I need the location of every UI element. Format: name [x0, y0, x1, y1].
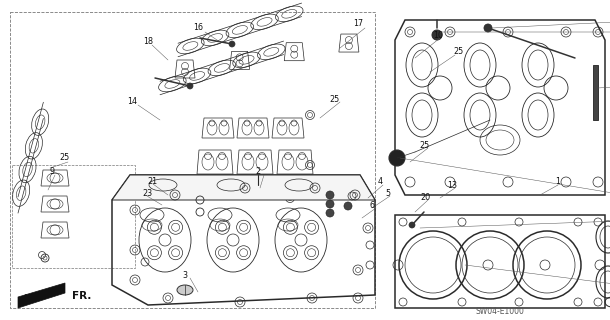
- Text: 23: 23: [142, 189, 152, 198]
- Circle shape: [326, 191, 334, 199]
- Text: 6: 6: [370, 202, 375, 211]
- Text: 9: 9: [49, 167, 54, 177]
- Circle shape: [229, 41, 235, 47]
- Text: 16: 16: [193, 23, 203, 33]
- Ellipse shape: [177, 285, 193, 295]
- Text: 21: 21: [147, 178, 157, 187]
- Text: 3: 3: [182, 270, 187, 279]
- Circle shape: [484, 24, 492, 32]
- Text: 25: 25: [453, 47, 463, 57]
- Text: 13: 13: [447, 180, 457, 189]
- Circle shape: [326, 200, 334, 208]
- Text: 20: 20: [420, 194, 430, 203]
- Text: 25: 25: [330, 94, 340, 103]
- Text: FR.: FR.: [73, 291, 92, 301]
- Circle shape: [254, 181, 262, 189]
- Bar: [593, 65, 598, 120]
- Circle shape: [432, 30, 442, 40]
- Text: 1: 1: [556, 178, 561, 187]
- Circle shape: [389, 150, 405, 166]
- Text: SW04-E1000: SW04-E1000: [476, 308, 525, 316]
- Circle shape: [326, 209, 334, 217]
- Text: 18: 18: [143, 37, 153, 46]
- Text: 10: 10: [433, 30, 443, 39]
- Circle shape: [187, 83, 193, 89]
- Circle shape: [344, 202, 352, 210]
- Circle shape: [409, 222, 415, 228]
- Text: 14: 14: [127, 98, 137, 107]
- Text: 25: 25: [420, 140, 430, 149]
- Text: 5: 5: [386, 189, 390, 198]
- Text: 4: 4: [378, 178, 382, 187]
- Text: 2: 2: [256, 167, 260, 177]
- Text: 17: 17: [353, 20, 363, 28]
- Text: 25: 25: [60, 154, 70, 163]
- Polygon shape: [18, 283, 65, 308]
- Polygon shape: [112, 175, 375, 200]
